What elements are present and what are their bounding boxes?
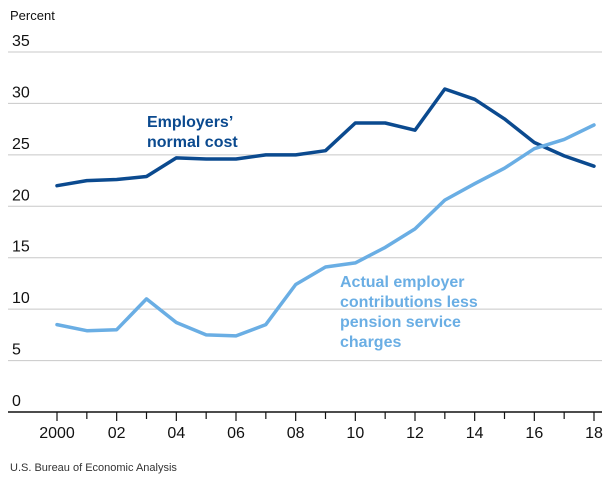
y-axis-unit-label: Percent (10, 8, 55, 23)
x-tick-label: 16 (525, 425, 543, 442)
y-tick-label: 20 (12, 187, 30, 204)
series-labels: Employers’ normal cost Actual employer cont… (147, 114, 478, 351)
series-label-line: Employers’ (147, 114, 233, 131)
series-line-actual-employer-contributions (55, 123, 596, 338)
series-label-line: Actual employer (340, 274, 464, 291)
source-note: U.S. Bureau of Economic Analysis (10, 462, 177, 474)
x-tick-label: 04 (167, 425, 185, 442)
x-tick-label: 12 (406, 425, 424, 442)
x-axis: 2000 02 04 06 08 10 12 14 16 18 (8, 411, 603, 442)
y-tick-label: 15 (12, 239, 30, 256)
y-tick-label: 10 (12, 290, 30, 307)
series-label-line: normal cost (147, 134, 238, 151)
series-line-employers-normal-cost (55, 87, 596, 188)
y-tick-label: 25 (12, 136, 30, 153)
x-tick-label: 06 (227, 425, 245, 442)
x-tick-label: 14 (466, 425, 484, 442)
x-tick-label: 08 (287, 425, 305, 442)
gridlines (8, 51, 602, 362)
y-tick-label: 0 (12, 393, 21, 410)
series-label-employers-normal-cost: Employers’ normal cost (147, 114, 238, 151)
x-tick-label: 10 (346, 425, 364, 442)
y-tick-label: 35 (12, 33, 30, 50)
series-lines (55, 87, 596, 338)
series-label-line: pension service (340, 314, 461, 331)
series-label-line: charges (340, 334, 401, 351)
series-label-actual-employer-contributions: Actual employer contributions less pension… (340, 274, 478, 351)
series-label-line: contributions less (340, 294, 478, 311)
y-tick-label: 5 (12, 342, 21, 359)
y-tick-label: 30 (12, 84, 30, 101)
x-tick-label: 2000 (39, 425, 75, 442)
x-tick-label: 02 (108, 425, 126, 442)
y-axis-tick-labels: 0 5 10 15 20 25 30 35 (12, 33, 30, 410)
x-tick-label: 18 (585, 425, 603, 442)
